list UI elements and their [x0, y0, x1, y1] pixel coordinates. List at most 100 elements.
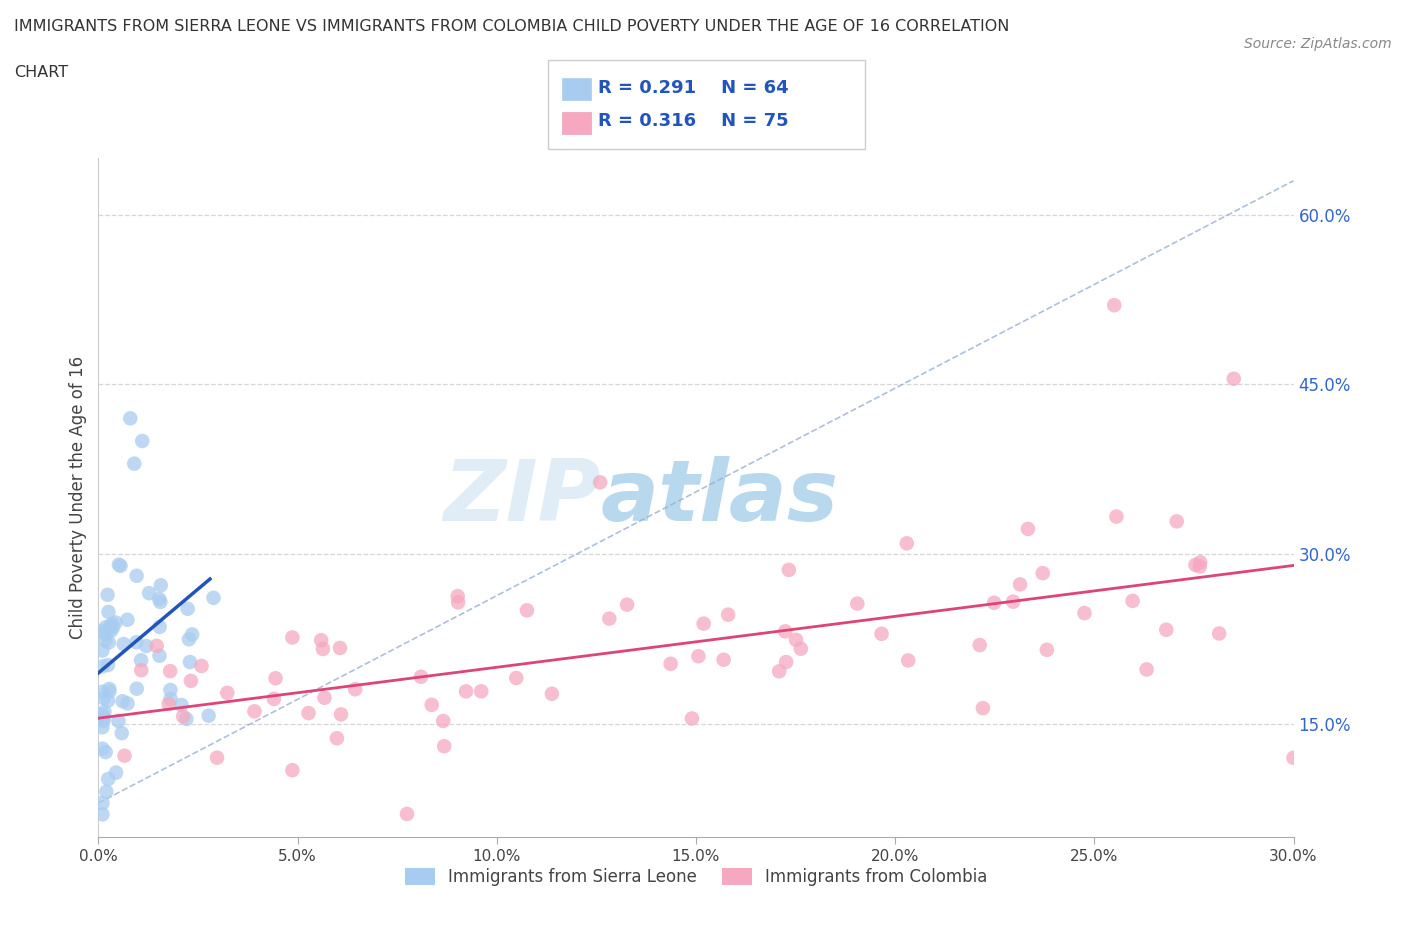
Point — [217, 685, 239, 700]
Point — [972, 700, 994, 715]
Point — [312, 642, 335, 657]
Point — [409, 670, 432, 684]
Text: R = 0.316    N = 75: R = 0.316 N = 75 — [598, 112, 789, 130]
Point — [395, 806, 418, 821]
Point — [330, 707, 353, 722]
Point — [775, 624, 797, 639]
Point — [149, 594, 172, 609]
Point — [125, 568, 148, 583]
Point — [91, 684, 114, 699]
Point — [104, 615, 127, 630]
Point — [659, 657, 682, 671]
Point — [314, 690, 336, 705]
Point — [97, 635, 120, 650]
Point — [98, 619, 121, 634]
Point — [420, 698, 443, 712]
Point — [681, 711, 703, 726]
Point — [1223, 371, 1246, 386]
Point — [108, 557, 131, 572]
Point — [717, 607, 740, 622]
Point — [1166, 514, 1188, 529]
Point — [1208, 626, 1230, 641]
Point — [1032, 565, 1054, 580]
Point — [101, 619, 124, 634]
Point — [190, 658, 212, 673]
Point — [1282, 751, 1305, 765]
Point — [447, 589, 470, 604]
Point — [93, 711, 115, 725]
Point — [1073, 605, 1095, 620]
Point — [1017, 522, 1039, 537]
Text: ZIP: ZIP — [443, 456, 600, 539]
Text: atlas: atlas — [600, 456, 838, 539]
Point — [432, 713, 454, 728]
Point — [93, 691, 115, 706]
Point — [1002, 594, 1025, 609]
Point — [98, 684, 121, 698]
Point — [897, 653, 920, 668]
Point — [176, 602, 198, 617]
Point — [138, 586, 160, 601]
Point — [129, 663, 152, 678]
Point — [713, 652, 735, 667]
Point — [202, 591, 225, 605]
Point — [896, 536, 918, 551]
Point — [159, 692, 181, 707]
Point — [94, 633, 117, 648]
Point — [91, 807, 114, 822]
Point — [1156, 622, 1178, 637]
Point — [790, 642, 813, 657]
Point — [768, 664, 790, 679]
Point — [1104, 298, 1126, 312]
Point — [1008, 577, 1031, 591]
Legend: Immigrants from Sierra Leone, Immigrants from Colombia: Immigrants from Sierra Leone, Immigrants… — [398, 862, 994, 893]
Point — [91, 659, 114, 674]
Point — [93, 704, 115, 719]
Point — [1189, 555, 1212, 570]
Point — [454, 684, 477, 698]
Point — [263, 691, 285, 706]
Point — [688, 649, 710, 664]
Point — [112, 636, 135, 651]
Point — [1188, 559, 1211, 574]
Point — [124, 457, 146, 472]
Point — [1122, 593, 1144, 608]
Text: IMMIGRANTS FROM SIERRA LEONE VS IMMIGRANTS FROM COLOMBIA CHILD POVERTY UNDER THE: IMMIGRANTS FROM SIERRA LEONE VS IMMIGRAN… — [14, 19, 1010, 33]
Point — [870, 627, 893, 642]
Y-axis label: Child Poverty Under the Age of 16: Child Poverty Under the Age of 16 — [69, 356, 87, 639]
Point — [177, 631, 200, 646]
Point — [159, 683, 181, 698]
Point — [148, 648, 170, 663]
Point — [470, 684, 492, 698]
Point — [1105, 509, 1128, 524]
Point — [775, 655, 797, 670]
Point — [309, 632, 332, 647]
Point — [97, 772, 120, 787]
Point — [157, 697, 180, 711]
Point — [243, 704, 266, 719]
Point — [1036, 643, 1059, 658]
Point — [98, 682, 121, 697]
Point — [97, 588, 120, 603]
Point — [135, 639, 157, 654]
Point — [170, 698, 193, 712]
Point — [149, 619, 172, 634]
Point — [969, 638, 991, 653]
Point — [344, 682, 367, 697]
Point — [110, 558, 132, 573]
Point — [114, 749, 136, 764]
Point — [778, 563, 800, 578]
Point — [125, 635, 148, 650]
Point — [94, 745, 117, 760]
Point — [181, 627, 204, 642]
Point — [785, 632, 807, 647]
Point — [93, 713, 115, 728]
Point — [297, 706, 319, 721]
Point — [111, 694, 134, 709]
Point — [846, 596, 869, 611]
Text: CHART: CHART — [14, 65, 67, 80]
Point — [91, 644, 114, 658]
Point — [91, 624, 114, 639]
Point — [120, 411, 142, 426]
Point — [97, 693, 120, 708]
